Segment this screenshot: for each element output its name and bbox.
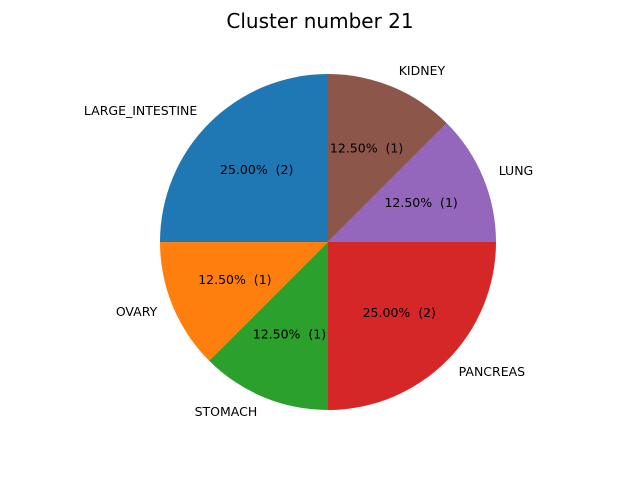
chart-title: Cluster number 21 — [226, 9, 413, 33]
slice-percent-label: 25.00% (2) — [220, 162, 293, 177]
pie-labels: LARGE_INTESTINE 25.00% (2) OVARY 12.50% (1)… — [84, 63, 533, 419]
slice-percent-label: 12.50% (1) — [330, 140, 403, 155]
slice-percent-label: 12.50% (1) — [198, 272, 271, 287]
slice-label: OVARY — [116, 304, 158, 319]
slice-label: LUNG — [499, 163, 534, 178]
slice-percent-label: 12.50% (1) — [384, 195, 457, 210]
slice-label: PANCREAS — [459, 364, 526, 379]
slice-label: LARGE_INTESTINE — [84, 103, 197, 118]
pie-slice-ovary — [160, 242, 328, 361]
slice-label: KIDNEY — [399, 63, 446, 78]
pie-slice-kidney — [328, 74, 447, 242]
slice-percent-label: 25.00% (2) — [363, 305, 436, 320]
pie-slice-stomach — [209, 242, 328, 411]
pie-slices — [160, 74, 496, 411]
pie-slice-pancreas — [328, 242, 496, 410]
slice-percent-label: 12.50% (1) — [253, 327, 326, 342]
slice-label: STOMACH — [195, 404, 258, 419]
pie-slice-large-intestine — [160, 74, 328, 242]
pie-slice-lung — [328, 123, 496, 242]
